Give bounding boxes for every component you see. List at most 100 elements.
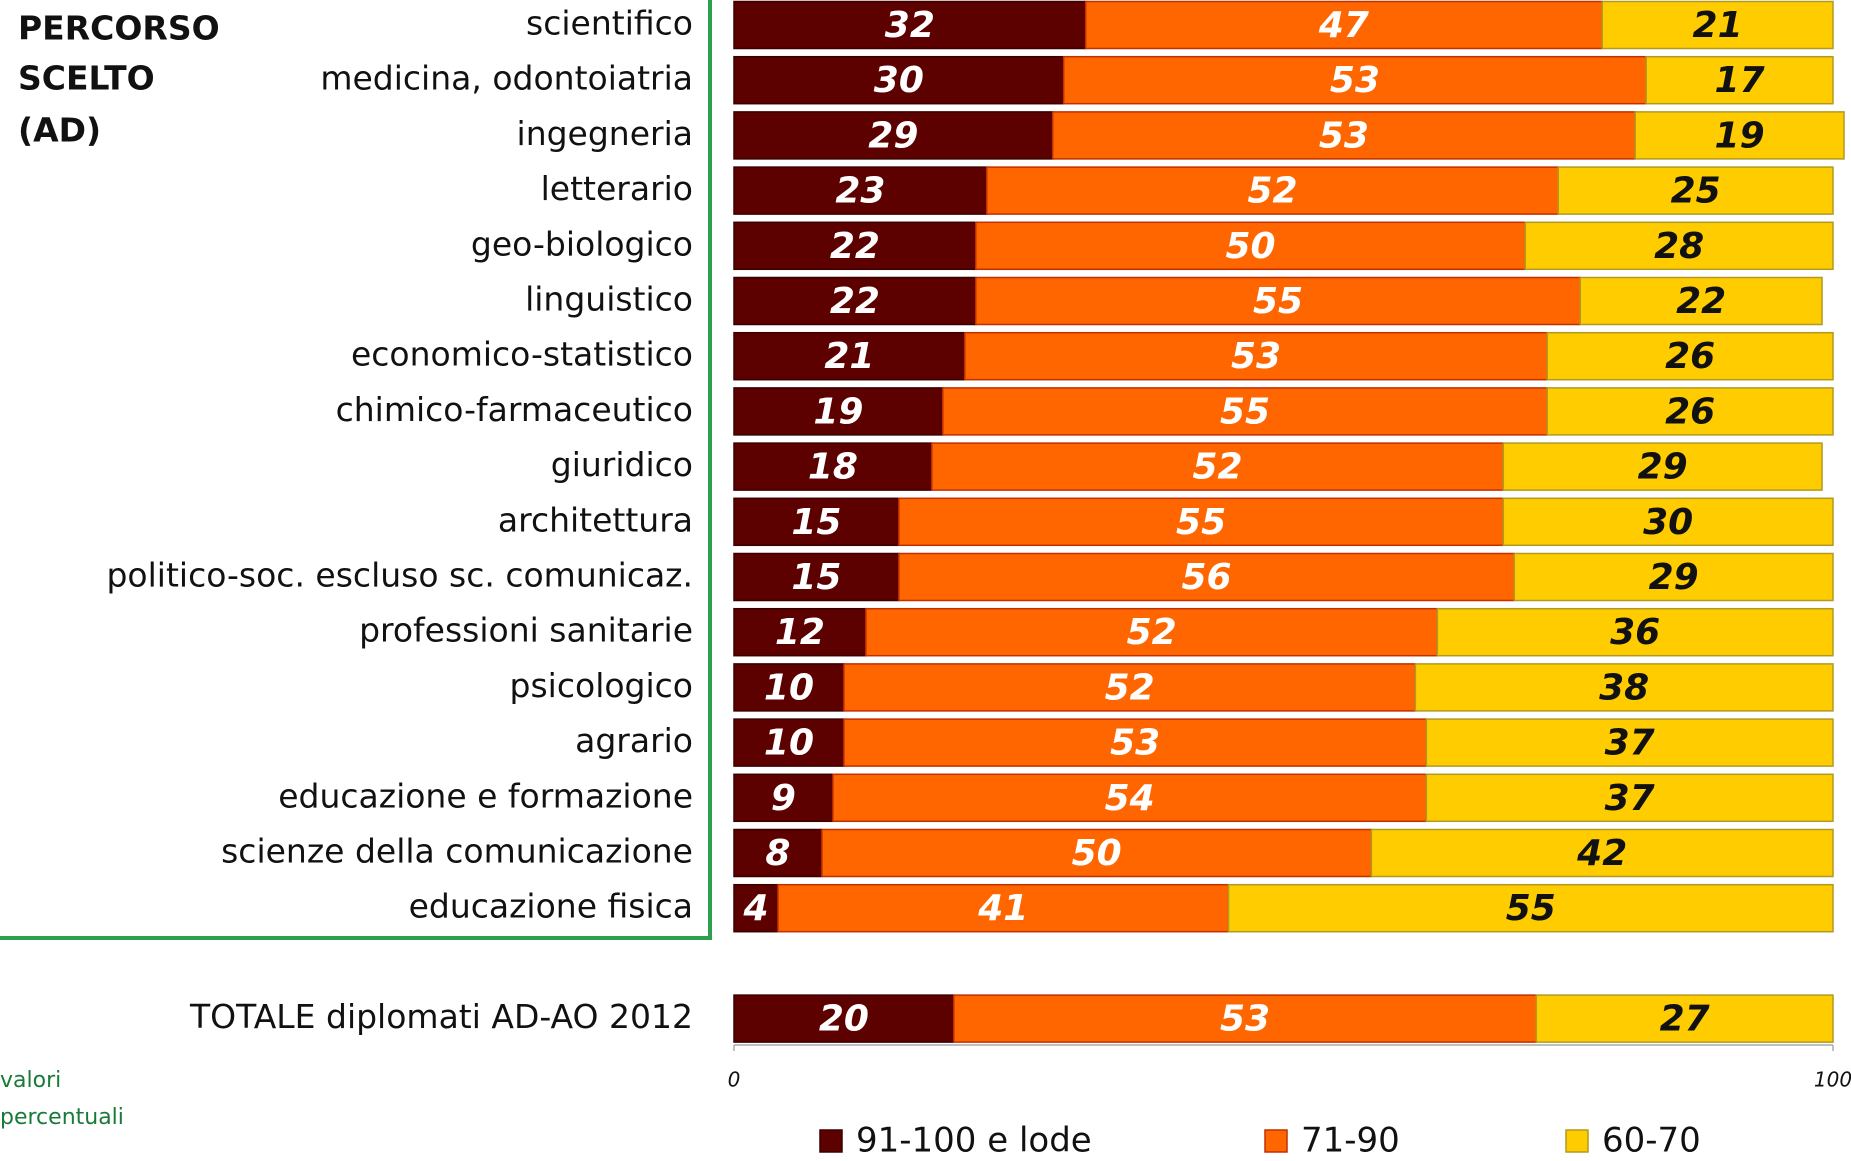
value-label: 55	[1176, 502, 1226, 543]
category-label: chimico-farmaceutico	[336, 390, 693, 429]
value-label: 55	[1506, 888, 1556, 929]
bar-segment	[1579, 276, 1823, 326]
value-label: 21	[1693, 5, 1743, 46]
title-line: SCELTO	[18, 59, 155, 98]
value-label: 22	[830, 281, 880, 322]
value-label: 41	[977, 888, 1028, 929]
category-label: architettura	[498, 500, 693, 539]
group-frame	[0, 0, 712, 940]
bar-segment	[1557, 166, 1834, 215]
value-label: 17	[1715, 60, 1765, 101]
title-line: (AD)	[18, 111, 101, 150]
value-label: 26	[1665, 391, 1715, 432]
bar-segment	[975, 221, 1527, 271]
value-label: 18	[808, 447, 858, 488]
bar-segment	[1425, 718, 1834, 767]
value-label: 56	[1182, 557, 1232, 598]
bar-segment	[733, 828, 823, 878]
value-label: 52	[1105, 667, 1155, 708]
category-label: medicina, odontoiatria	[320, 59, 693, 98]
bar-segment	[733, 718, 845, 767]
value-label: 19	[1715, 115, 1765, 156]
value-label: 10	[764, 723, 814, 764]
value-label: 21	[824, 336, 874, 377]
value-label: 29	[1649, 557, 1699, 598]
bar-segment	[1502, 442, 1823, 491]
bar-segment	[1513, 552, 1834, 602]
bar-segment	[733, 442, 933, 491]
category-label: politico-soc. escluso sc. comunicaz.	[106, 556, 693, 595]
bar-segment	[1601, 0, 1834, 50]
bar-segment	[733, 276, 977, 326]
value-label: 53	[1220, 999, 1270, 1040]
bar-segment	[1546, 387, 1834, 436]
value-label: 36	[1610, 612, 1660, 653]
value-label: 50	[1072, 833, 1122, 874]
value-label: 8	[765, 833, 790, 874]
value-label: 37	[1605, 778, 1655, 819]
bar-segment	[1414, 663, 1834, 712]
value-label: 23	[835, 171, 885, 212]
bar-segment	[1370, 828, 1834, 878]
category-label: ingegneria	[517, 114, 693, 153]
bar-segment	[1546, 331, 1834, 381]
bar-segment	[1634, 111, 1845, 160]
bar-segment	[964, 331, 1549, 381]
category-label: linguistico	[525, 280, 693, 319]
bar-segment	[1645, 55, 1834, 105]
value-label: 9	[771, 778, 796, 819]
value-label: 10	[764, 667, 814, 708]
bar-segment	[1051, 111, 1636, 160]
value-label: 15	[791, 502, 841, 543]
value-label: 29	[868, 115, 918, 156]
value-label: 55	[1220, 391, 1270, 432]
value-label: 29	[1638, 447, 1688, 488]
value-label: 27	[1660, 999, 1710, 1040]
legend-label: 91-100 e lode	[856, 1121, 1092, 1161]
bar-segment	[733, 663, 845, 712]
note: percentuali	[0, 1105, 124, 1130]
value-label: 4	[742, 888, 768, 929]
bar-segment	[1227, 883, 1834, 933]
category-label: professioni sanitarie	[359, 611, 693, 650]
x-tick-label: 0	[728, 1068, 741, 1092]
value-label: 30	[1643, 502, 1693, 543]
bar-segment	[777, 883, 1230, 933]
bar-segment	[1535, 994, 1834, 1043]
legend-label: 60-70	[1602, 1121, 1701, 1161]
value-label: 15	[791, 557, 841, 598]
value-label: 53	[1110, 723, 1160, 764]
category-label: giuridico	[551, 445, 693, 484]
bar-segment	[733, 497, 900, 547]
category-label: economico-statistico	[351, 335, 693, 374]
value-label: 47	[1318, 5, 1369, 46]
value-label: 37	[1605, 723, 1655, 764]
value-label: 12	[775, 612, 825, 653]
value-label: 53	[1231, 336, 1281, 377]
x-tick-label: 100	[1814, 1068, 1851, 1092]
value-label: 42	[1576, 833, 1627, 874]
category-label: TOTALE diplomati AD-AO 2012	[189, 997, 693, 1036]
bar-segment	[1425, 773, 1834, 823]
category-label: psicologico	[510, 666, 693, 705]
bar-segment	[733, 111, 1054, 160]
bar-segment	[1084, 0, 1603, 50]
legend-swatch	[1565, 1129, 1589, 1153]
bar-segment	[733, 331, 966, 381]
bar-segment	[733, 166, 988, 215]
value-label: 26	[1665, 336, 1715, 377]
value-label: 28	[1654, 226, 1704, 267]
bar-segment	[733, 0, 1087, 50]
value-label: 22	[1676, 281, 1726, 322]
value-label: 32	[885, 5, 935, 46]
value-label: 19	[813, 391, 863, 432]
bar-segment	[1524, 221, 1834, 271]
bar-segment	[1436, 607, 1834, 657]
value-label: 53	[1330, 60, 1380, 101]
legend-swatch	[819, 1129, 843, 1153]
bar-segment	[733, 55, 1065, 105]
bar-segment	[898, 497, 1505, 547]
bar-segment	[1502, 497, 1834, 547]
category-label: scientifico	[526, 4, 693, 43]
